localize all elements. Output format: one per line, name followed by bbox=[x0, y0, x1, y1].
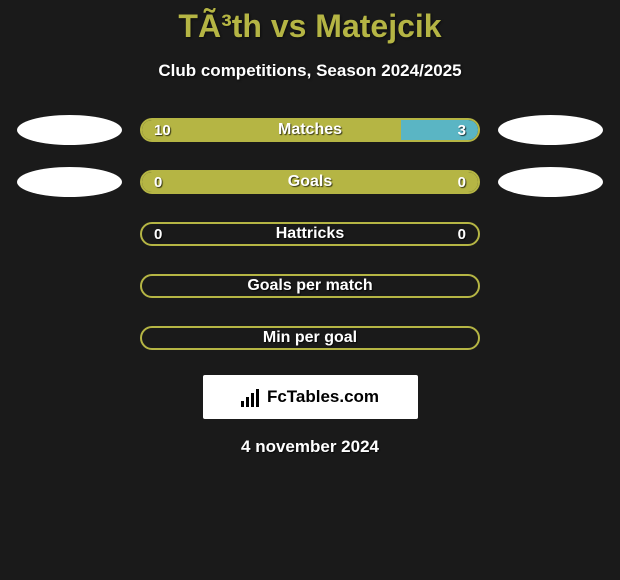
stats-area: 103Matches 00Goals 00Hattricks Goals per ma… bbox=[0, 115, 620, 353]
branding-logo: FcTables.com bbox=[203, 375, 418, 419]
stat-row: 00Hattricks bbox=[0, 219, 620, 249]
stat-row: Goals per match bbox=[0, 271, 620, 301]
branding-text: FcTables.com bbox=[267, 387, 379, 407]
player-left-icon bbox=[17, 115, 122, 145]
stat-bar: Min per goal bbox=[140, 326, 480, 350]
stat-bar: 103Matches bbox=[140, 118, 480, 142]
stat-row: 00Goals bbox=[0, 167, 620, 197]
stat-row: Min per goal bbox=[0, 323, 620, 353]
stat-label: Hattricks bbox=[142, 224, 478, 244]
stat-label: Min per goal bbox=[142, 328, 478, 348]
player-left-icon bbox=[17, 167, 122, 197]
stat-label: Goals per match bbox=[142, 276, 478, 296]
bar-chart-icon bbox=[241, 387, 263, 407]
page-subtitle: Club competitions, Season 2024/2025 bbox=[0, 61, 620, 81]
player-right-icon bbox=[498, 167, 603, 197]
stat-row: 103Matches bbox=[0, 115, 620, 145]
stat-bar: 00Goals bbox=[140, 170, 480, 194]
stat-label: Goals bbox=[142, 172, 478, 192]
stat-bar: 00Hattricks bbox=[140, 222, 480, 246]
footer-date: 4 november 2024 bbox=[0, 437, 620, 457]
stat-label: Matches bbox=[142, 120, 478, 140]
page-title: TÃ³th vs Matejcik bbox=[0, 8, 620, 45]
player-right-icon bbox=[498, 115, 603, 145]
stat-bar: Goals per match bbox=[140, 274, 480, 298]
